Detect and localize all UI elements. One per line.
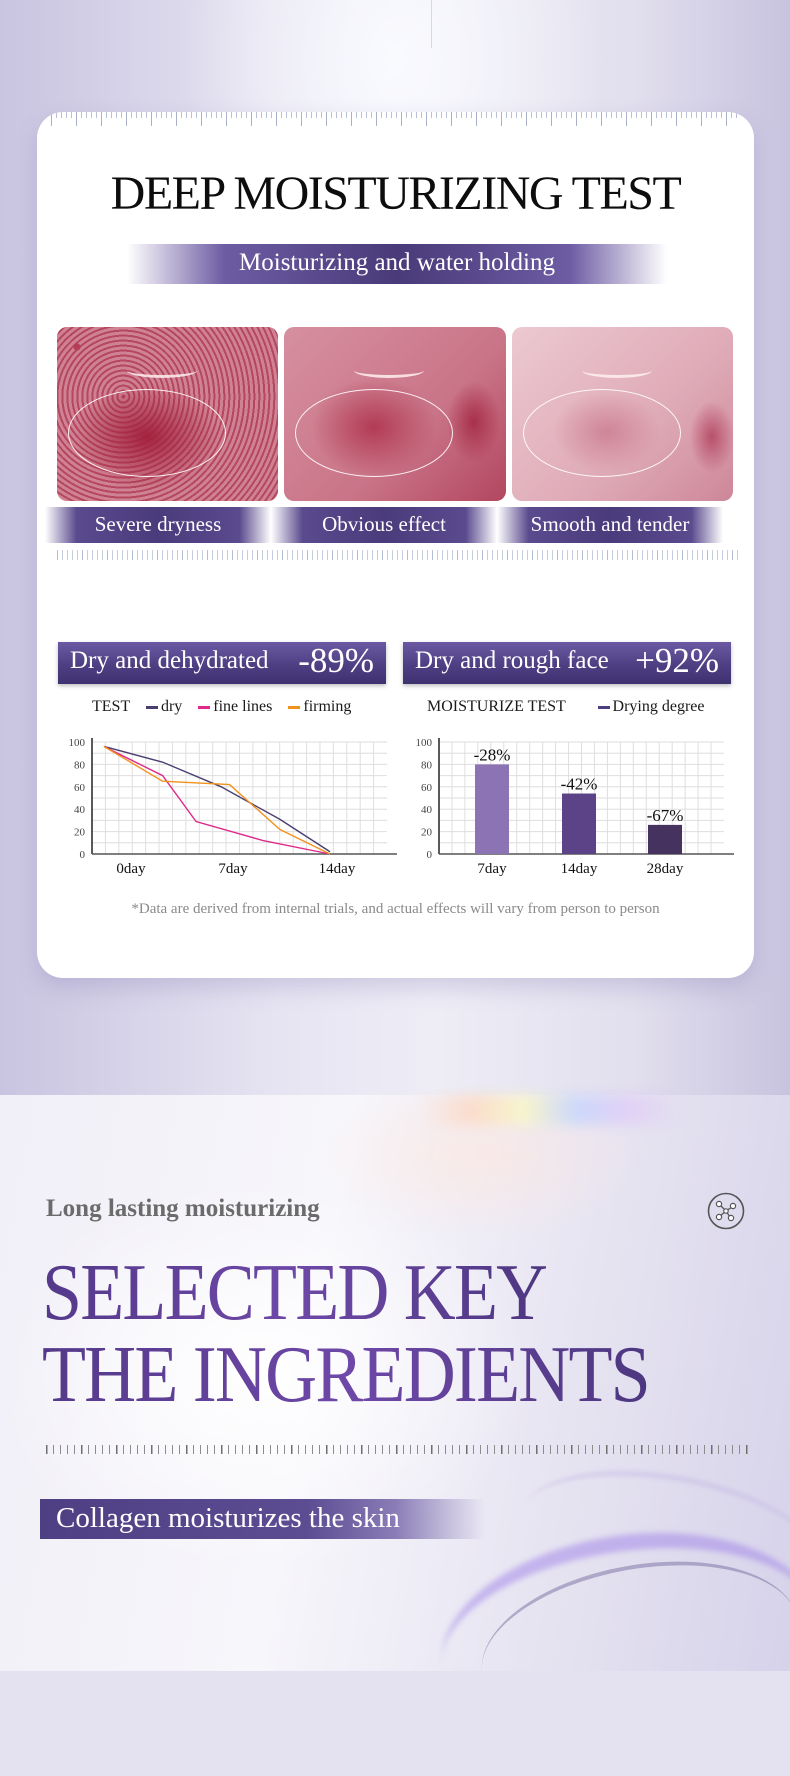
svg-text:60: 60 xyxy=(421,782,433,794)
svg-text:80: 80 xyxy=(74,759,86,771)
highlight-oval xyxy=(522,389,681,477)
stat-value: -89% xyxy=(298,641,374,680)
svg-text:0: 0 xyxy=(80,849,86,860)
x-tick-label: 0day xyxy=(116,861,146,877)
moisturizing-test-card: DEEP MOISTURIZING TEST Moisturizing and … xyxy=(37,112,754,978)
photo-label: Severe dryness xyxy=(45,507,271,543)
photo-label-text: Severe dryness xyxy=(94,512,222,536)
stat-dry-rough: Dry and rough face +92% xyxy=(403,641,731,684)
highlight-oval xyxy=(295,389,454,477)
ruler-decoration xyxy=(46,1445,751,1454)
x-tick-label: 7day xyxy=(477,861,507,877)
svg-text:-42%: -42% xyxy=(561,775,598,794)
svg-text:-67%: -67% xyxy=(647,806,684,825)
stat-label: Dry and dehydrated xyxy=(70,647,269,674)
line-chart-legend: TEST dry fine lines firming xyxy=(92,698,351,716)
chart-title: MOISTURIZE TEST xyxy=(427,698,566,715)
legend-item-dry: dry xyxy=(145,698,182,715)
x-tick-label: 14day xyxy=(560,861,598,877)
light-flare-decoration xyxy=(420,1095,680,1125)
stat-dry-dehydrated: Dry and dehydrated -89% xyxy=(58,641,386,684)
svg-text:100: 100 xyxy=(416,737,433,749)
ruler-decoration xyxy=(57,550,740,560)
legend-item-firming: firming xyxy=(288,698,351,715)
skin-photo-obvious-effect xyxy=(284,327,506,501)
legend-item-drying-degree: Drying degree xyxy=(597,698,705,715)
chart-title: TEST xyxy=(92,698,130,715)
subtitle-banner: Moisturizing and water holding xyxy=(127,244,667,284)
svg-text:-28%: -28% xyxy=(474,745,511,764)
eyelash-detail xyxy=(127,363,197,378)
skin-photo-smooth-tender xyxy=(511,327,733,501)
svg-text:40: 40 xyxy=(74,804,86,816)
line-chart: 100 80 60 40 20 0 xyxy=(57,730,397,860)
stat-label: Dry and rough face xyxy=(415,647,609,674)
photo-label: Obvious effect xyxy=(271,507,497,543)
highlight-oval xyxy=(68,389,226,477)
legend-swatch xyxy=(198,705,211,709)
svg-text:80: 80 xyxy=(421,759,433,771)
legend-swatch xyxy=(288,705,301,709)
legend-item-fine-lines: fine lines xyxy=(198,698,272,715)
legend-swatch xyxy=(145,705,158,709)
section-eyebrow: Long lasting moisturizing xyxy=(46,1195,320,1222)
svg-text:40: 40 xyxy=(421,804,433,816)
x-tick-label: 7day xyxy=(218,861,248,877)
disclaimer-text: *Data are derived from internal trials, … xyxy=(131,901,660,917)
bar-chart: 100 80 60 40 20 0 -28% -42% -67% xyxy=(404,730,744,860)
bar-chart-legend: MOISTURIZE TEST Drying degree xyxy=(427,698,705,716)
before-after-photos xyxy=(57,327,733,501)
photo-label-text: Smooth and tender xyxy=(530,512,690,536)
eyelash-detail xyxy=(354,363,425,378)
headline-line-1: SELECTED KEY xyxy=(42,1249,548,1337)
photo-label-text: Obvious effect xyxy=(322,512,446,536)
subtitle-text: Moisturizing and water holding xyxy=(239,249,555,276)
skin-photo-severe-dryness xyxy=(57,327,279,501)
legend-swatch xyxy=(597,705,610,709)
decorative-line xyxy=(431,0,432,48)
svg-text:20: 20 xyxy=(421,827,433,839)
svg-text:100: 100 xyxy=(69,737,86,749)
test-section: DEEP MOISTURIZING TEST Moisturizing and … xyxy=(0,0,790,1095)
page-title: DEEP MOISTURIZING TEST xyxy=(110,167,682,220)
ruler-decoration xyxy=(51,112,740,126)
headline-line-2: THE INGREDIENTS xyxy=(42,1331,651,1419)
stat-value: +92% xyxy=(635,641,719,680)
svg-text:60: 60 xyxy=(74,782,86,794)
svg-text:20: 20 xyxy=(74,827,86,839)
photo-label: Smooth and tender xyxy=(497,507,723,543)
x-tick-label: 14day xyxy=(318,861,356,877)
molecule-icon xyxy=(707,1192,745,1230)
eyelash-detail xyxy=(581,363,652,378)
x-tick-label: 28day xyxy=(646,861,684,877)
feature-banner: Collagen moisturizes the skin xyxy=(40,1499,485,1539)
svg-text:0: 0 xyxy=(427,849,433,860)
ingredients-section: Long lasting moisturizing SELECTED KEY T… xyxy=(0,1095,790,1776)
feature-label: Collagen moisturizes the skin xyxy=(56,1502,400,1534)
